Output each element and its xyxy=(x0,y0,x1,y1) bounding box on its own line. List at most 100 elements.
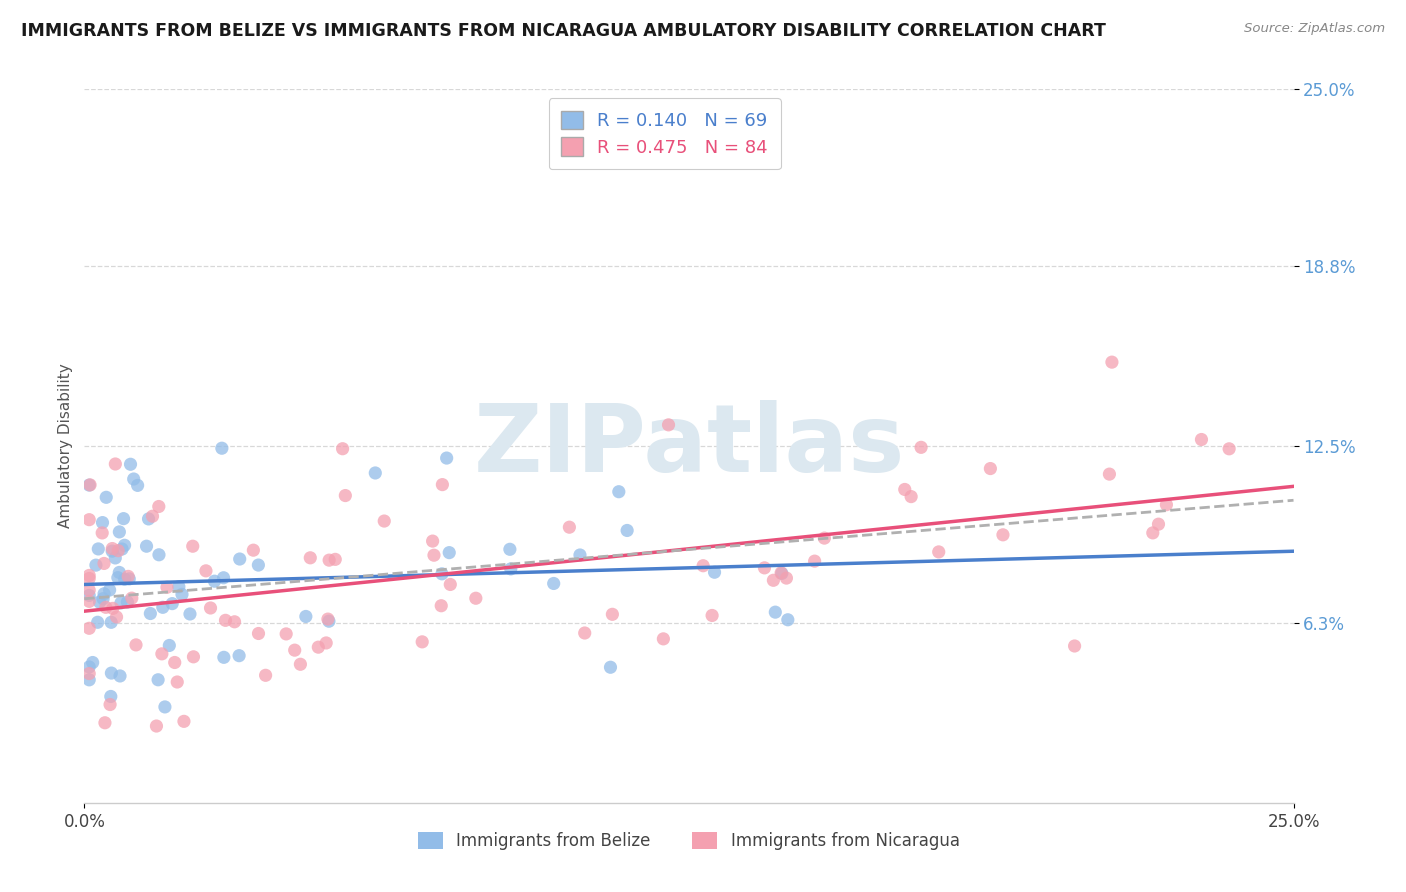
Point xyxy=(163,656,186,670)
Point xyxy=(105,610,128,624)
Point xyxy=(1156,498,1178,512)
Point xyxy=(152,600,174,615)
Point xyxy=(1191,433,1213,447)
Point xyxy=(77,478,100,492)
Point xyxy=(166,675,188,690)
Point xyxy=(290,657,312,672)
Point xyxy=(108,566,131,580)
Point xyxy=(108,669,131,683)
Point xyxy=(1063,639,1085,653)
Point xyxy=(91,516,114,530)
Point xyxy=(657,417,679,432)
Point xyxy=(228,648,250,663)
Point xyxy=(79,478,101,492)
Point xyxy=(430,599,453,613)
Point xyxy=(120,457,142,471)
Point xyxy=(703,566,725,580)
Point xyxy=(323,552,346,566)
Point xyxy=(101,541,124,556)
Point xyxy=(84,558,107,573)
Point xyxy=(157,639,180,653)
Point xyxy=(86,615,108,630)
Text: Source: ZipAtlas.com: Source: ZipAtlas.com xyxy=(1244,22,1385,36)
Point xyxy=(117,595,139,609)
Point xyxy=(652,632,675,646)
Point xyxy=(284,643,307,657)
Point xyxy=(335,489,357,503)
Point xyxy=(432,477,454,491)
Point xyxy=(436,451,458,466)
Point xyxy=(464,591,486,606)
Point xyxy=(763,605,786,619)
Point xyxy=(173,714,195,729)
Point xyxy=(574,626,596,640)
Point xyxy=(894,483,917,497)
Point xyxy=(77,666,100,681)
Point xyxy=(183,649,205,664)
Point xyxy=(181,539,204,553)
Point xyxy=(247,626,270,640)
Point xyxy=(295,609,318,624)
Point xyxy=(108,524,131,539)
Point xyxy=(499,562,522,576)
Point xyxy=(224,615,246,629)
Point xyxy=(423,548,446,562)
Point xyxy=(979,461,1001,475)
Point xyxy=(111,542,134,557)
Point xyxy=(125,638,148,652)
Point xyxy=(77,673,100,687)
Point xyxy=(141,509,163,524)
Point xyxy=(94,715,117,730)
Point xyxy=(254,668,277,682)
Point xyxy=(316,612,339,626)
Point xyxy=(411,635,433,649)
Point xyxy=(170,587,193,601)
Point xyxy=(160,597,183,611)
Point xyxy=(770,566,793,580)
Point xyxy=(332,442,354,456)
Point xyxy=(700,608,723,623)
Point xyxy=(212,571,235,585)
Point xyxy=(94,600,117,615)
Point xyxy=(813,531,835,545)
Point xyxy=(77,660,100,674)
Point xyxy=(87,541,110,556)
Point xyxy=(145,719,167,733)
Point xyxy=(107,543,129,558)
Point xyxy=(558,520,581,534)
Point xyxy=(156,580,179,594)
Point xyxy=(167,580,190,594)
Text: IMMIGRANTS FROM BELIZE VS IMMIGRANTS FROM NICARAGUA AMBULATORY DISABILITY CORREL: IMMIGRANTS FROM BELIZE VS IMMIGRANTS FRO… xyxy=(21,22,1107,40)
Point xyxy=(77,583,100,598)
Point xyxy=(299,550,322,565)
Point xyxy=(318,553,340,567)
Point xyxy=(194,564,217,578)
Point xyxy=(146,673,169,687)
Text: ZIPatlas: ZIPatlas xyxy=(474,400,904,492)
Point xyxy=(607,484,630,499)
Point xyxy=(82,656,104,670)
Point xyxy=(77,568,100,582)
Point xyxy=(93,557,115,571)
Point xyxy=(127,478,149,492)
Point xyxy=(104,550,127,565)
Point xyxy=(93,587,115,601)
Point xyxy=(204,574,226,589)
Point xyxy=(430,566,453,581)
Point xyxy=(307,640,329,655)
Point xyxy=(100,690,122,704)
Point xyxy=(117,569,139,583)
Point xyxy=(77,621,100,635)
Point xyxy=(101,601,124,615)
Point xyxy=(543,576,565,591)
Point xyxy=(315,636,337,650)
Point xyxy=(1142,525,1164,540)
Point xyxy=(100,615,122,630)
Point xyxy=(100,666,122,681)
Point xyxy=(499,542,522,557)
Point xyxy=(568,548,591,562)
Point xyxy=(150,647,173,661)
Point xyxy=(77,513,100,527)
Point xyxy=(775,571,797,585)
Point xyxy=(247,558,270,572)
